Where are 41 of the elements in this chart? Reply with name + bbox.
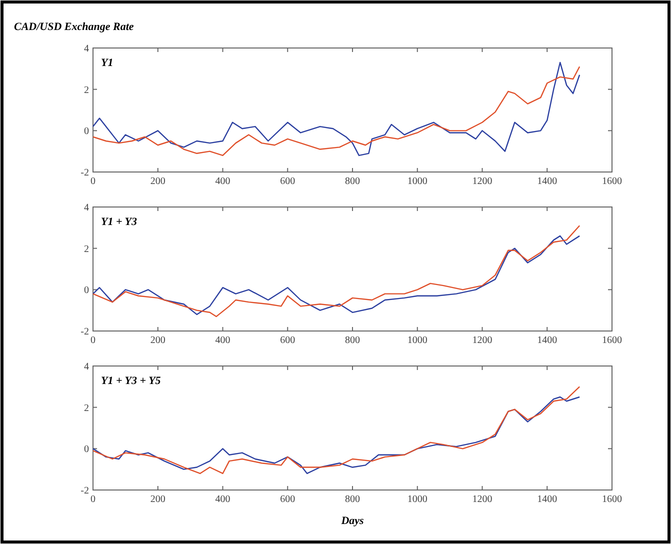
y-tick-label: 4 [84,202,89,214]
x-tick-label: 800 [345,176,360,187]
x-tick-label: 1600 [602,176,622,187]
x-tick-label: 800 [345,494,360,505]
y-tick-label: 4 [84,44,89,54]
x-tick-label: 600 [280,335,296,346]
y-tick-label: 4 [84,362,89,372]
annotation: Y1 + Y3 + Y5 [101,375,162,387]
annotation: Y1 [101,57,114,69]
x-tick-label: 1400 [537,176,558,187]
x-tick-label: 1000 [407,335,428,346]
x-tick-label: 400 [215,494,230,505]
x-tick-label: 400 [215,335,230,346]
x-tick-label: 200 [150,335,166,346]
y-tick-label: -2 [80,486,89,496]
y-tick-label: 2 [84,244,89,255]
y-tick-label: 2 [84,84,89,96]
x-tick-label: 600 [280,494,296,505]
x-tick-label: 1200 [472,494,492,505]
annotation: Y1 + Y3 [101,216,138,228]
x-tick-label: 200 [150,176,166,187]
x-tick-label: 1200 [472,335,492,346]
x-axis-title: Days [340,515,364,527]
x-tick-label: 1400 [537,335,558,346]
chart-title: CAD/USD Exchange Rate [14,21,134,33]
y-tick-label: -2 [80,168,89,178]
x-tick-label: 600 [280,176,296,187]
x-tick-label: 1000 [407,176,428,187]
x-tick-label: 1600 [602,494,622,505]
x-tick-label: 400 [215,176,230,187]
y-tick-label: 2 [84,402,89,414]
x-tick-label: 200 [150,494,166,505]
x-tick-label: 800 [345,335,360,346]
x-tick-label: 1400 [537,494,558,505]
y-tick-label: 0 [84,285,89,296]
y-tick-label: 0 [84,126,89,138]
x-tick-label: 1200 [472,176,492,187]
x-tick-label: 1000 [407,494,428,505]
y-tick-label: -2 [80,326,89,338]
y-tick-label: 0 [84,444,89,456]
x-tick-label: 1600 [602,335,622,346]
